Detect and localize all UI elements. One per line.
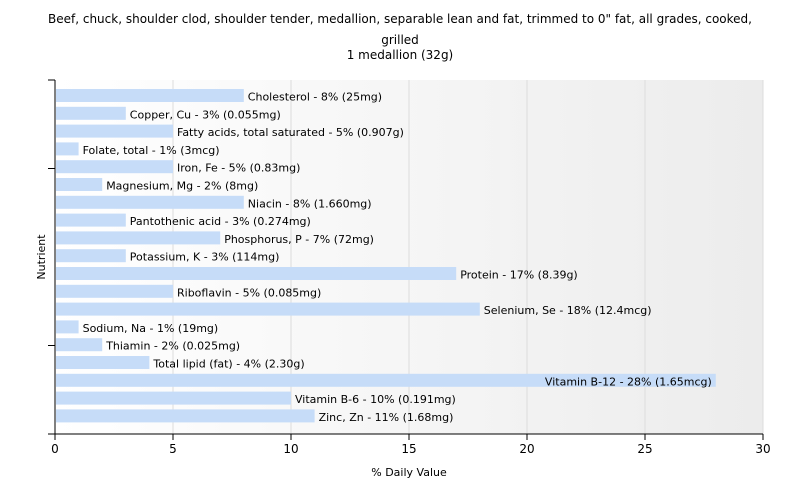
bar-label: Riboflavin - 5% (0.085mg) [177, 286, 321, 299]
bar [56, 213, 126, 227]
bar [56, 391, 291, 405]
chart-title-line-1: Beef, chuck, shoulder clod, shoulder ten… [48, 12, 752, 26]
x-tick-label: 5 [169, 442, 177, 456]
chart-title-line-2: grilled [381, 33, 419, 47]
x-tick-label: 15 [401, 442, 416, 456]
x-axis-label: % Daily Value [371, 466, 447, 479]
bar-label: Thiamin - 2% (0.025mg) [105, 340, 240, 353]
bar-label: Total lipid (fat) - 4% (2.30g) [152, 358, 304, 371]
x-tick-label: 10 [283, 442, 298, 456]
bar [56, 409, 315, 423]
bar [56, 124, 173, 138]
bar-label: Protein - 17% (8.39g) [460, 269, 578, 282]
bar-label: Pantothenic acid - 3% (0.274mg) [130, 215, 311, 228]
bar [56, 356, 150, 369]
bar [56, 231, 221, 245]
bar-label: Cholesterol - 8% (25mg) [248, 91, 382, 104]
bar-labels: Cholesterol - 8% (25mg) Copper, Cu - 3% (… [83, 91, 712, 424]
chart-subtitle: 1 medallion (32g) [346, 48, 454, 62]
bar-label: Fatty acids, total saturated - 5% (0.907… [177, 126, 404, 139]
bar [56, 284, 173, 298]
bar-label: Niacin - 8% (1.660mg) [248, 197, 372, 210]
bar [56, 249, 126, 263]
bar-label: Selenium, Se - 18% (12.4mcg) [484, 304, 652, 317]
y-axis-label: Nutrient [35, 234, 48, 280]
x-tick-label: 25 [637, 442, 652, 456]
bar-label: Vitamin B-12 - 28% (1.65mcg) [545, 375, 712, 388]
bar-label: Sodium, Na - 1% (19mg) [83, 322, 219, 335]
bar-label: Iron, Fe - 5% (0.83mg) [177, 162, 300, 175]
x-tick-label: 0 [51, 442, 59, 456]
bar [56, 89, 244, 102]
bar [56, 142, 79, 156]
bar-label: Magnesium, Mg - 2% (8mg) [106, 180, 258, 193]
bar [56, 178, 103, 191]
bar-label: Copper, Cu - 3% (0.055mg) [130, 108, 281, 121]
bar [56, 160, 173, 174]
bar-label: Potassium, K - 3% (114mg) [130, 251, 280, 264]
bar-label: Vitamin B-6 - 10% (0.191mg) [295, 393, 456, 406]
x-ticks: 0 5 10 15 20 25 30 [51, 434, 771, 456]
bar [56, 320, 79, 334]
bar [56, 338, 103, 352]
bar-label: Zinc, Zn - 11% (1.68mg) [319, 411, 454, 424]
bar-label: Phosphorus, P - 7% (72mg) [224, 233, 374, 246]
bar [56, 302, 480, 316]
bar [56, 267, 457, 280]
bar [56, 373, 716, 387]
bars [56, 89, 716, 423]
bar [56, 195, 244, 209]
bar [56, 106, 126, 120]
x-tick-label: 20 [519, 442, 534, 456]
bar-label: Folate, total - 1% (3mcg) [83, 144, 220, 157]
x-tick-label: 30 [755, 442, 770, 456]
